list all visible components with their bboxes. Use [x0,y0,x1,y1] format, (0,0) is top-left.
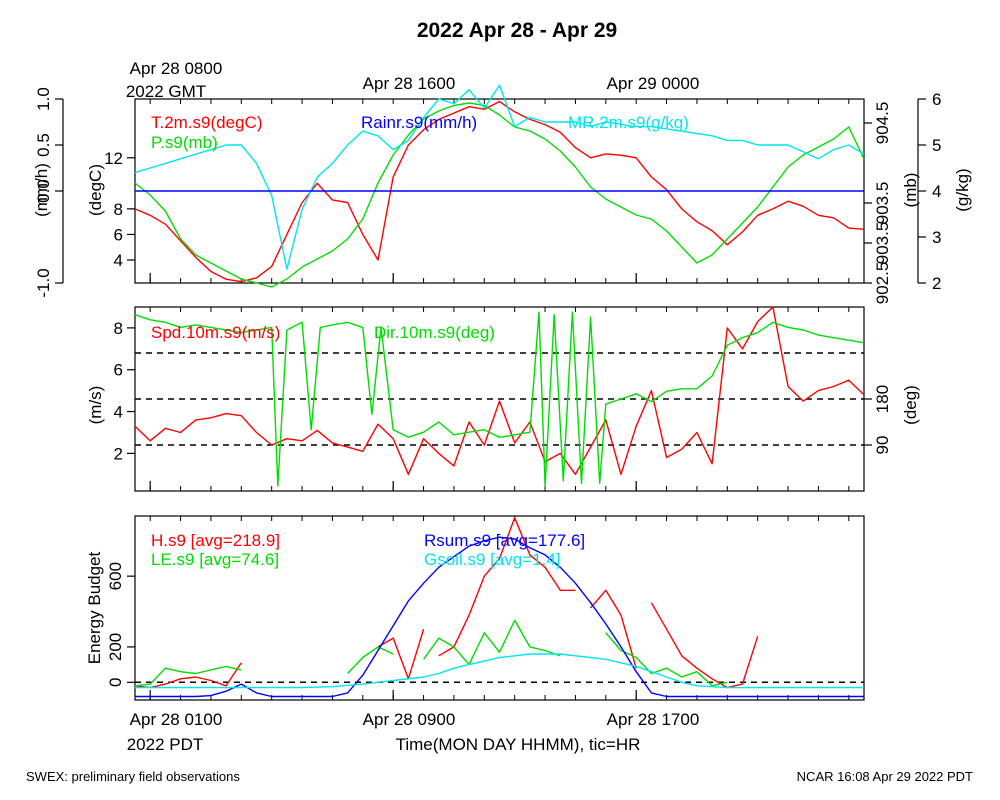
press-axis-tick-label: 904.5 [873,102,892,145]
mr-axis-tick-label: 3 [932,228,941,247]
rain-axis-tick-label: 0.5 [34,133,53,157]
panel-top-marks: -1.00.00.51.046812902.5903.5903.5904.523… [34,84,941,305]
spd-axis-tick-label: 8 [114,319,123,338]
footer-left: SWEX: preliminary field observations [26,769,240,784]
mr-axis-tick-label: 4 [932,182,941,201]
top-series-mr-line [134,84,865,270]
legend-sensible-heat: H.s9 [avg=218.9] [151,531,280,550]
bottom-axis-tick-label-2: Apr 28 0900 [363,710,456,729]
temperature-axis-label: (degC) [86,164,105,216]
middle-series-spd-line [134,306,865,475]
rain-axis-tick-label: 1.0 [34,87,53,111]
top-axis-tick-label-2: Apr 28 1600 [363,74,456,93]
top-axis-tick-label-1: Apr 28 0800 [130,59,223,78]
temp-axis-tick-label: 4 [114,251,123,270]
bottom-axis-tick-label-1-year: 2022 PDT [127,735,204,754]
top-series-t-line [134,100,865,283]
wind-speed-axis-label: (m/s) [86,386,105,425]
chart-title: 2022 Apr 28 - Apr 29 [417,19,617,42]
legend-net-radiation: Rsum.s9 [avg=177.6] [424,531,585,550]
press-axis-tick-label: 903.5 [873,182,892,225]
dir-axis-tick-label: 90 [873,436,892,455]
bottom-axis-tick-label-1: Apr 28 0100 [130,710,223,729]
bottom-series-gsoil-line [135,653,864,689]
temp-axis-tick-label: 12 [104,149,123,168]
panel-top: -1.00.00.51.046812902.5903.5903.5904.523… [32,84,972,305]
press-axis-tick-label: 902.5 [873,262,892,305]
legend-wind-direction: Dir.10m.s9(deg) [374,323,495,342]
energy-axis-tick-label: 0 [106,678,125,687]
energy-axis-tick-label: 200 [106,633,125,661]
mr-axis-tick-label: 6 [932,90,941,109]
top-axis-tick-label-3: Apr 29 0000 [607,74,700,93]
bottom-series-rsum-line [135,536,864,698]
legend-rain-rate: Rainr.s9(mm/h) [361,113,477,132]
middle-series-dir-line [134,311,865,487]
legend-pressure: P.s9(mb) [151,133,218,152]
mr-axis-tick-label: 5 [932,136,941,155]
spd-axis-tick-label: 2 [114,444,123,463]
legend-wind-speed: Spd.10m.s9(m/s) [151,323,280,342]
legend-mixing-ratio: MR.2m.s9(g/kg) [568,113,689,132]
x-axis-label: Time(MON DAY HHMM), tic=HR [396,735,641,754]
legend-temperature: T.2m.s9(degC) [151,113,262,132]
energy-axis-tick-label: 600 [106,562,125,590]
spd-axis-tick-label: 4 [114,403,123,422]
dir-axis-tick-label: 180 [873,385,892,413]
legend-soil-heat: Gsoil.s9 [avg=1.4] [424,550,561,569]
energy-axis-label: Energy Budget [85,551,104,664]
top-series-p-line [134,102,865,288]
top-axis-tick-label-1-year: 2022 GMT [126,82,206,101]
mr-axis-tick-label: 2 [932,274,941,293]
rain-axis-label: (mm/h) [32,163,51,217]
mixing-ratio-axis-label: (g/kg) [953,168,972,211]
footer-right: NCAR 16:08 Apr 29 2022 PDT [797,769,973,784]
spd-axis-tick-label: 6 [114,361,123,380]
panel-bottom-frame [134,515,865,701]
panel-middle: 2 4 6 8 90 180 Spd.10m.s9(m/s) Dir.10m.s9(deg… [86,306,920,492]
press-axis-tick-label: 903.5 [873,222,892,265]
wind-direction-axis-label: (deg) [901,385,920,425]
panel-bottom: 0 200 600 H.s9 [avg=218.9] LE.s9 [avg=74.6… [85,515,865,701]
panel-middle-marks: 2 4 6 8 90 180 [114,306,892,491]
temp-axis-tick-label: 8 [114,200,123,219]
panel-bottom-marks: 0 200 600 [106,516,864,700]
pressure-axis-label: (mb) [901,173,920,208]
temp-axis-tick-label: 6 [114,225,123,244]
bottom-axis-tick-label-3: Apr 28 1700 [607,710,700,729]
rain-axis-tick-label: -1.0 [34,268,53,297]
legend-latent-heat: LE.s9 [avg=74.6] [151,550,279,569]
rain-axis-tick-label: 0.0 [34,179,53,203]
bottom-series-le-line [134,619,728,687]
